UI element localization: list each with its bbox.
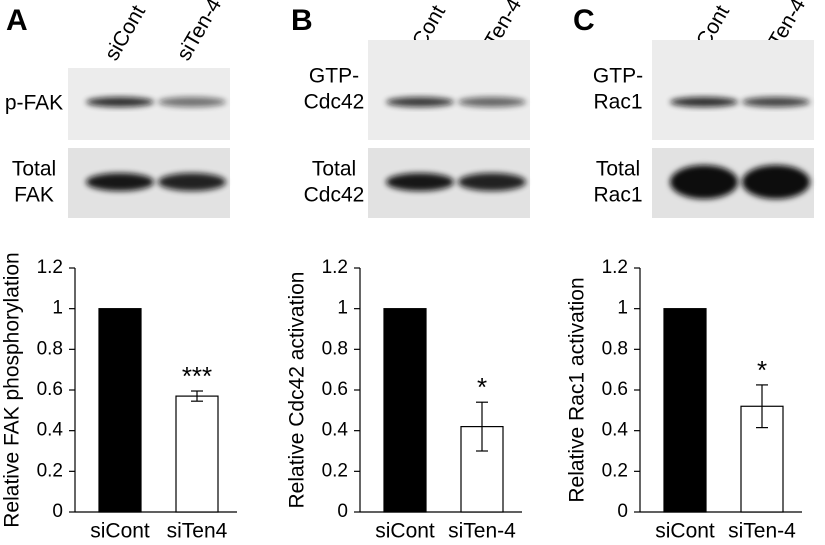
x-tick-label: siCont	[375, 520, 435, 543]
y-tick-label: 1	[52, 298, 63, 319]
x-tick-label: siTen-4	[728, 520, 796, 543]
blot-band	[742, 97, 810, 107]
x-tick-label: siTen-4	[448, 520, 516, 543]
y-tick-label: 0.4	[37, 420, 64, 441]
bar	[383, 308, 427, 513]
blot-label: Total	[596, 158, 640, 181]
blot-band	[742, 165, 810, 199]
y-tick-label: 0.2	[322, 460, 348, 481]
significance-annotation: *	[477, 372, 487, 402]
bar	[175, 395, 219, 513]
x-tick-label: siCont	[655, 520, 715, 543]
y-axis-label: Relative Rac1 activation	[566, 277, 589, 502]
blot-label: Rac1	[593, 91, 642, 114]
y-tick-label: 1.2	[602, 257, 628, 278]
error-bar	[476, 401, 488, 452]
y-tick-label: 0	[617, 501, 628, 522]
blot-band	[458, 173, 526, 191]
blot-label: GTP-	[309, 65, 359, 88]
panel-letter: B	[291, 4, 313, 37]
blot-label: Cdc42	[304, 91, 365, 114]
blot-label: FAK	[14, 184, 54, 207]
y-tick-label: 1.2	[322, 257, 348, 278]
y-tick-label: 1	[617, 298, 628, 319]
significance-annotation: ***	[182, 361, 212, 391]
x-tick-label: siCont	[90, 520, 150, 543]
y-tick-label: 1.2	[37, 257, 63, 278]
blot-band	[386, 173, 454, 191]
blot-band	[158, 173, 226, 191]
blot-band	[386, 97, 454, 107]
error-bar	[191, 390, 203, 402]
lane-label: siCont	[100, 1, 150, 64]
blot-band	[670, 97, 738, 107]
y-tick-label: 0.6	[602, 379, 628, 400]
blot-image	[368, 40, 530, 140]
y-tick-label: 0.6	[37, 379, 63, 400]
blot-label: p-FAK	[5, 92, 63, 115]
y-tick-label: 0.2	[37, 460, 63, 481]
y-tick-label: 0.6	[322, 379, 348, 400]
y-tick-label: 0.8	[602, 338, 628, 359]
blot-band	[86, 173, 154, 191]
panel-letter: A	[6, 4, 28, 37]
y-tick-label: 0	[337, 501, 348, 522]
blot-band	[158, 97, 226, 107]
blot-label: Total	[12, 158, 56, 181]
bar	[663, 308, 707, 513]
significance-annotation: *	[757, 355, 767, 385]
blot-label: Total	[312, 158, 356, 181]
y-tick-label: 0.4	[322, 420, 349, 441]
bar	[98, 308, 142, 513]
blot-label: Rac1	[593, 184, 642, 207]
x-tick-label: siTen4	[167, 520, 228, 543]
lane-label: siTen-4	[172, 0, 226, 64]
blot-band	[86, 97, 154, 107]
blot-label: Cdc42	[304, 184, 365, 207]
y-tick-label: 0.4	[602, 420, 629, 441]
y-tick-label: 0	[52, 501, 63, 522]
blot-band	[458, 97, 526, 107]
blot-image	[652, 40, 814, 140]
y-tick-label: 1	[337, 298, 348, 319]
y-tick-label: 0.8	[37, 338, 63, 359]
error-bar	[756, 384, 768, 429]
y-tick-label: 0.2	[602, 460, 628, 481]
blot-label: GTP-	[593, 65, 643, 88]
panel-letter: C	[573, 4, 595, 37]
y-axis-label: Relative FAK phosphorylation	[1, 252, 24, 528]
y-axis-label: Relative Cdc42 activation	[286, 272, 309, 509]
y-tick-label: 0.8	[322, 338, 348, 359]
blot-band	[670, 165, 738, 199]
